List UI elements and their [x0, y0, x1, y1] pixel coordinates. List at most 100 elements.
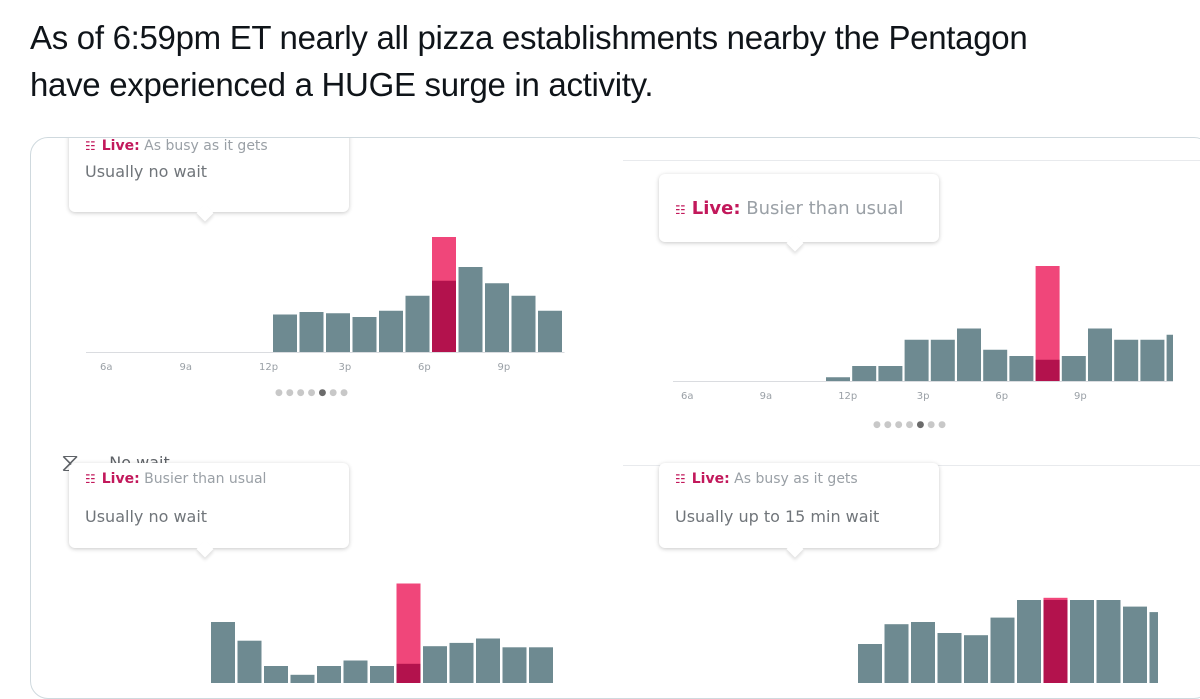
- live-label: Live:: [691, 471, 730, 487]
- usual-bar: [1070, 600, 1094, 683]
- usual-bar: [884, 624, 909, 683]
- usual-bar: [858, 644, 882, 683]
- live-status-line: ☷ Live: Busier than usual: [85, 471, 266, 487]
- usual-bar: [1061, 356, 1086, 381]
- usual-bar: [352, 317, 377, 352]
- popular-times-panel-1: ☷ Live: As busy as it gets Usually no wai…: [31, 138, 621, 438]
- popular-times-panel-2: ☷ Live: Busier than usual 6a 9a 12p 3p 6p 9p ●…: [623, 138, 1200, 463]
- carousel-dot[interactable]: ●: [318, 388, 330, 398]
- hour-tick-label: 9a: [180, 362, 193, 373]
- live-status: Busier than usual: [144, 471, 267, 487]
- usual-bar: [485, 283, 509, 352]
- live-tooltip: ☷ Live: As busy as it gets Usually no wai…: [69, 138, 349, 212]
- usual-bar: [290, 674, 315, 683]
- usual-bar: [964, 635, 988, 683]
- panel-top-border: [623, 160, 1200, 161]
- carousel-dot[interactable]: ●: [340, 388, 352, 398]
- usual-bar: [937, 633, 962, 683]
- usual-bar: [423, 646, 447, 683]
- hour-tick-label: 9p: [498, 362, 511, 373]
- hour-tick-label: 9a: [760, 391, 773, 402]
- usual-bar: [511, 295, 536, 352]
- hour-tick-label: 6a: [100, 362, 113, 373]
- usual-bar: [904, 339, 929, 381]
- usual-bar: [826, 377, 850, 381]
- usual-bar-live-hour: [396, 663, 421, 683]
- usual-bar: [1140, 339, 1165, 381]
- people-icon: ☷: [85, 139, 96, 153]
- hour-tick-label: 3p: [339, 362, 352, 373]
- live-label: Live:: [101, 138, 140, 154]
- usual-bar-live-hour: [1043, 600, 1068, 683]
- live-status: Busier than usual: [746, 198, 904, 219]
- hour-tick-label: 6a: [681, 391, 694, 402]
- usual-bar: [930, 339, 955, 381]
- people-icon: ☷: [675, 472, 686, 486]
- usual-bar: [502, 647, 527, 683]
- live-status-line: ☷ Live: As busy as it gets: [675, 471, 858, 487]
- usual-bar: [1017, 600, 1041, 683]
- usual-bar: [983, 349, 1008, 381]
- people-icon: ☷: [85, 472, 96, 486]
- popular-times-chart: [858, 597, 1158, 683]
- usual-bar: [458, 267, 483, 352]
- usual-bar: [990, 617, 1015, 683]
- usual-bar: [911, 622, 935, 683]
- carousel-dot[interactable]: ●: [296, 388, 308, 398]
- popular-times-chart: 6a 9a 12p 3p 6p 9p: [86, 237, 565, 373]
- carousel-dot[interactable]: ●: [916, 420, 928, 430]
- carousel-dots: ●●●●●●●: [275, 388, 351, 398]
- carousel-dot[interactable]: ●: [883, 420, 895, 430]
- wait-time-label: Usually no wait: [85, 507, 208, 526]
- carousel-dot[interactable]: ●: [307, 388, 319, 398]
- usual-bar: [379, 310, 403, 352]
- people-icon: ☷: [675, 203, 686, 217]
- carousel-dot[interactable]: ●: [873, 420, 884, 430]
- carousel-dot[interactable]: ●: [275, 388, 286, 398]
- usual-bar-live-hour: [1035, 359, 1060, 381]
- usual-bar: [957, 328, 981, 381]
- live-status-line: ☷ Live: Busier than usual: [675, 198, 903, 219]
- carousel-dot[interactable]: ●: [329, 388, 341, 398]
- usual-bar: [405, 295, 430, 352]
- popular-times-chart: 6a 9a 12p 3p 6p 9p: [673, 266, 1173, 402]
- carousel-dot[interactable]: ●: [927, 420, 939, 430]
- usual-bar: [273, 314, 297, 352]
- live-status: As busy as it gets: [144, 138, 268, 154]
- popular-times-panel-4: ☷ Live: As busy as it gets Usually up to …: [623, 463, 1200, 698]
- live-tooltip: ☷ Live: Busier than usual Usually no wait: [69, 463, 349, 548]
- carousel-dot[interactable]: ●: [905, 420, 917, 430]
- usual-bar: [1149, 612, 1158, 683]
- usual-bar: [449, 642, 474, 683]
- hour-tick-label: 12p: [838, 391, 857, 402]
- usual-bar: [1088, 328, 1112, 381]
- carousel-dots: ●●●●●●●: [873, 420, 949, 430]
- usual-bar: [1114, 339, 1139, 381]
- usual-bar: [1166, 334, 1173, 381]
- carousel-dot[interactable]: ●: [938, 420, 950, 430]
- tweet-text-line-1: As of 6:59pm ET nearly all pizza establi…: [30, 19, 1028, 56]
- tweet-text-line-2: have experienced a HUGE surge in activit…: [30, 66, 654, 103]
- usual-bar: [299, 312, 324, 352]
- popular-times-panel-3: ☷ Live: Busier than usual Usually no wait: [31, 463, 621, 698]
- usual-bar: [1123, 606, 1147, 683]
- usual-bar: [343, 660, 368, 683]
- usual-bar: [1009, 356, 1034, 381]
- wait-time-label: Usually up to 15 min wait: [675, 507, 880, 526]
- hour-tick-label: 9p: [1074, 391, 1087, 402]
- usual-bar: [878, 366, 903, 381]
- usual-bar: [1096, 600, 1121, 683]
- usual-bar: [538, 310, 562, 352]
- live-label: Live:: [691, 198, 741, 219]
- tweet-media-image[interactable]: ☷ Live: As busy as it gets Usually no wai…: [30, 137, 1200, 699]
- usual-bar: [852, 366, 877, 381]
- hour-tick-label: 3p: [917, 391, 930, 402]
- carousel-dot[interactable]: ●: [894, 420, 906, 430]
- live-tooltip: ☷ Live: As busy as it gets Usually up to …: [659, 463, 939, 548]
- hour-tick-label: 6p: [995, 391, 1008, 402]
- usual-bar-live-hour: [432, 280, 456, 352]
- wait-time-label: Usually no wait: [85, 162, 208, 181]
- live-status-line: ☷ Live: As busy as it gets: [85, 138, 268, 154]
- carousel-dot[interactable]: ●: [285, 388, 297, 398]
- usual-bar: [237, 640, 262, 683]
